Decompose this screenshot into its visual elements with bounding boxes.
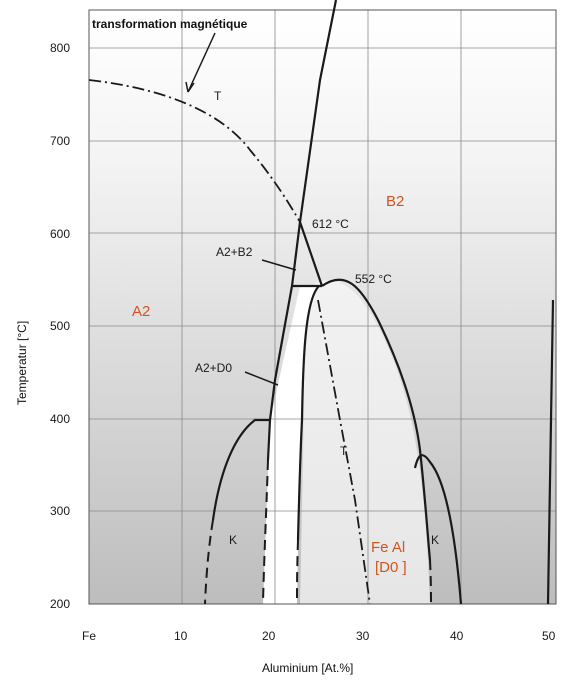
y-tick-800: 800 xyxy=(50,41,70,55)
phase-boundaries xyxy=(211,0,555,605)
temperature-552-label: 552 °C xyxy=(355,272,392,286)
two-phase-band xyxy=(263,286,318,604)
x-tick-20: 20 xyxy=(262,629,276,643)
x-tick-10: 10 xyxy=(174,629,188,643)
label-a2-plus-b2: A2+B2 xyxy=(216,245,253,259)
feal-dome-boundary xyxy=(296,285,320,541)
phase-label-a2: A2 xyxy=(132,303,150,320)
leader-lines xyxy=(185,32,297,386)
temperature-612-label: 612 °C xyxy=(312,217,349,231)
grid xyxy=(89,10,556,604)
dashed-boundaries xyxy=(204,459,432,605)
feal-dome-right xyxy=(321,278,432,561)
curie-line-lower xyxy=(317,299,371,605)
magnetic-transformation-note: transformation magnétique xyxy=(92,17,248,31)
curie-lines xyxy=(88,79,371,605)
y-tick-600: 600 xyxy=(50,227,70,241)
phase-label-b2: B2 xyxy=(386,193,404,210)
y-tick-300: 300 xyxy=(50,504,70,518)
feal-region-shading xyxy=(300,280,430,604)
phase-label-k-left: K xyxy=(229,533,237,547)
y-tick-400: 400 xyxy=(50,412,70,426)
x-tick-40: 40 xyxy=(450,629,464,643)
curie-label-upper: T xyxy=(214,89,222,103)
y-tick-200: 200 xyxy=(50,597,70,611)
k-right-dome xyxy=(413,454,463,605)
plot-frame xyxy=(88,9,557,605)
a2-two-phase-left-boundary xyxy=(266,221,302,461)
label-a2-plus-d0: A2+D0 xyxy=(195,361,232,375)
y-tick-700: 700 xyxy=(50,134,70,148)
x-tick-50: 50 xyxy=(542,629,556,643)
y-axis-title: Temperatur [°C] xyxy=(15,321,29,405)
phase-label-k-right: K xyxy=(431,533,439,547)
x-tick-fe: Fe xyxy=(82,629,96,643)
curie-label-lower: T xyxy=(340,444,348,458)
curie-line-upper xyxy=(88,79,301,223)
right-edge-boundary xyxy=(546,299,555,605)
y-tick-500: 500 xyxy=(50,319,70,333)
x-axis-title: Aluminium [At.%] xyxy=(262,661,353,675)
a2-b2-boundary xyxy=(298,0,338,287)
x-tick-30: 30 xyxy=(356,629,370,643)
phase-label-feal: Fe Al xyxy=(371,539,405,556)
k-left-dome xyxy=(211,418,270,521)
phase-label-d0: [D0 ] xyxy=(375,559,407,576)
